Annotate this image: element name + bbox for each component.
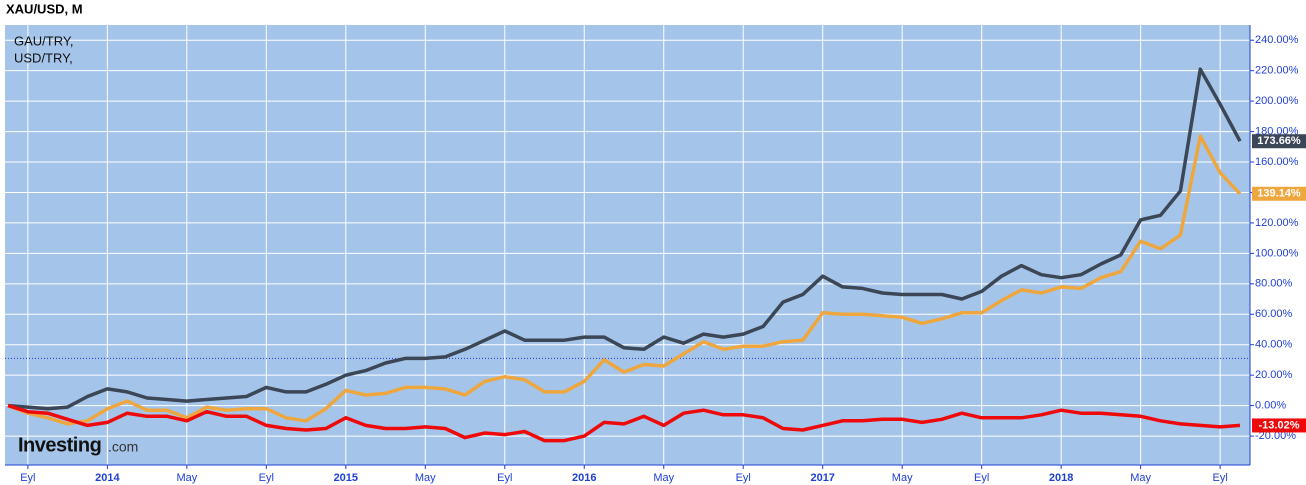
x-tick-label: Eyl — [259, 472, 274, 484]
x-tick-label: May — [1130, 472, 1151, 484]
watermark-brand: Investing — [18, 434, 101, 456]
watermark-domain: .com — [108, 439, 138, 455]
y-tick-label: 100.00% — [1255, 247, 1299, 259]
x-tick-label: Eyl — [1212, 472, 1227, 484]
plot-background — [5, 25, 1250, 465]
y-tick-label: 200.00% — [1255, 95, 1299, 107]
value-label: 139.14% — [1257, 188, 1301, 200]
x-tick-label: 2018 — [1049, 472, 1073, 484]
series-line — [7, 403, 1241, 443]
x-tick-label: Eyl — [20, 472, 35, 484]
value-label: 173.66% — [1257, 135, 1301, 147]
chart-title: XAU/USD, M — [6, 1, 83, 16]
x-tick-label: Eyl — [974, 472, 989, 484]
y-tick-label: -20.00% — [1255, 430, 1296, 442]
series-line — [7, 67, 1242, 411]
value-label-box — [1252, 186, 1306, 201]
y-tick-label: 120.00% — [1255, 217, 1299, 229]
x-tick-label: Eyl — [497, 472, 512, 484]
legend-entry: GAU/TRY, — [14, 33, 73, 48]
y-tick-label: 80.00% — [1255, 278, 1293, 290]
y-tick-label: 220.00% — [1255, 65, 1299, 77]
y-tick-label: 40.00% — [1255, 339, 1293, 351]
x-tick-label: 2017 — [810, 472, 834, 484]
x-tick-label: May — [176, 472, 197, 484]
y-tick-label: 20.00% — [1255, 369, 1293, 381]
x-tick-label: May — [653, 472, 674, 484]
plot-area — [5, 25, 1250, 465]
value-label: -13.02% — [1259, 419, 1300, 431]
legend-entry: USD/TRY, — [14, 50, 73, 65]
value-label-box — [1252, 418, 1306, 433]
x-tick-label: May — [415, 472, 436, 484]
y-tick-label: 60.00% — [1255, 308, 1293, 320]
x-tick-label: May — [892, 472, 913, 484]
y-tick-label: 0.00% — [1255, 400, 1286, 412]
value-label-box — [1252, 134, 1306, 149]
y-tick-label: 240.00% — [1255, 34, 1299, 46]
series-line — [7, 134, 1242, 426]
x-tick-label: 2015 — [334, 472, 358, 484]
y-tick-label: 160.00% — [1255, 156, 1299, 168]
x-tick-label: 2016 — [572, 472, 596, 484]
x-tick-label: Eyl — [736, 472, 751, 484]
x-tick-label: 2014 — [95, 472, 120, 484]
